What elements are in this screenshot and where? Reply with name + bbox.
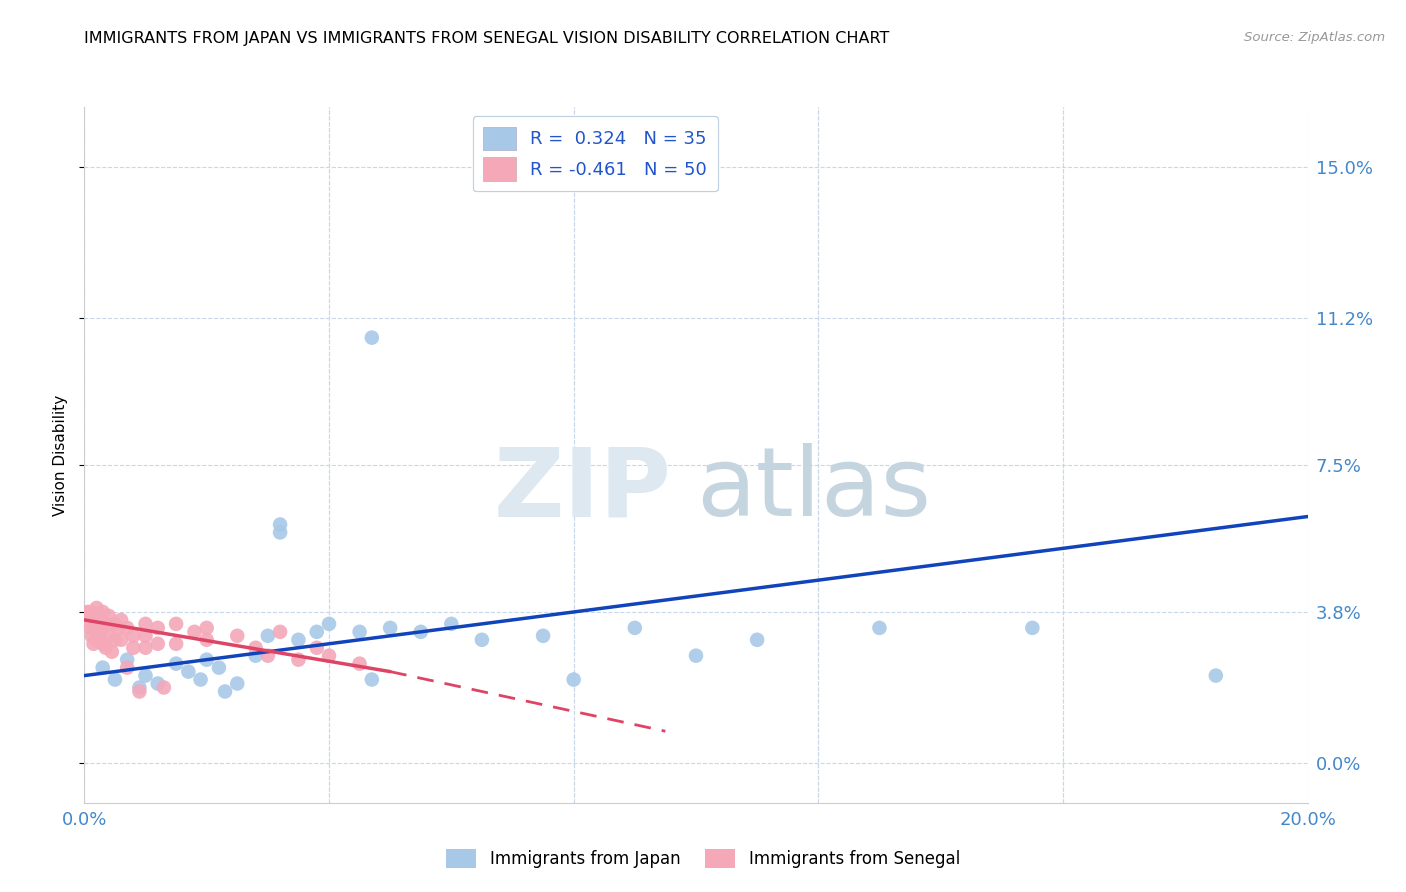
Legend: R =  0.324   N = 35, R = -0.461   N = 50: R = 0.324 N = 35, R = -0.461 N = 50 bbox=[472, 116, 718, 192]
Point bbox=[685, 648, 707, 663]
Point bbox=[195, 653, 218, 667]
Text: ZIP: ZIP bbox=[494, 443, 672, 536]
Point bbox=[110, 632, 132, 647]
Point bbox=[115, 621, 138, 635]
Point bbox=[349, 624, 371, 639]
Point bbox=[80, 629, 103, 643]
Point bbox=[1021, 621, 1043, 635]
Point bbox=[269, 525, 291, 540]
Point bbox=[94, 616, 117, 631]
Point bbox=[79, 605, 101, 619]
Point bbox=[562, 673, 585, 687]
Point bbox=[104, 616, 127, 631]
Point bbox=[97, 629, 120, 643]
Point bbox=[115, 653, 138, 667]
Point bbox=[94, 640, 117, 655]
Point bbox=[122, 629, 145, 643]
Point bbox=[226, 629, 249, 643]
Point bbox=[91, 660, 114, 674]
Text: atlas: atlas bbox=[696, 443, 931, 536]
Point bbox=[83, 609, 105, 624]
Point bbox=[349, 657, 371, 671]
Point bbox=[360, 673, 382, 687]
Point bbox=[1205, 668, 1227, 682]
Point bbox=[747, 632, 769, 647]
Point bbox=[135, 616, 157, 631]
Point bbox=[89, 613, 111, 627]
Point bbox=[257, 648, 280, 663]
Point bbox=[86, 601, 108, 615]
Point bbox=[146, 621, 169, 635]
Point bbox=[183, 624, 205, 639]
Point bbox=[214, 684, 236, 698]
Point bbox=[269, 517, 291, 532]
Point bbox=[83, 637, 105, 651]
Point bbox=[135, 668, 157, 682]
Point bbox=[146, 637, 169, 651]
Point bbox=[305, 640, 328, 655]
Point bbox=[226, 676, 249, 690]
Point bbox=[245, 640, 267, 655]
Point bbox=[245, 648, 267, 663]
Point bbox=[257, 629, 280, 643]
Point bbox=[110, 613, 132, 627]
Point bbox=[471, 632, 494, 647]
Point bbox=[360, 331, 382, 345]
Text: IMMIGRANTS FROM JAPAN VS IMMIGRANTS FROM SENEGAL VISION DISABILITY CORRELATION C: IMMIGRANTS FROM JAPAN VS IMMIGRANTS FROM… bbox=[84, 31, 890, 46]
Point bbox=[122, 640, 145, 655]
Point bbox=[195, 632, 218, 647]
Point bbox=[86, 632, 108, 647]
Point bbox=[624, 621, 647, 635]
Point bbox=[89, 629, 111, 643]
Point bbox=[318, 616, 340, 631]
Point bbox=[165, 616, 187, 631]
Point bbox=[91, 621, 114, 635]
Point bbox=[208, 660, 231, 674]
Point bbox=[91, 637, 114, 651]
Point bbox=[287, 653, 309, 667]
Point bbox=[115, 660, 138, 674]
Point bbox=[318, 648, 340, 663]
Point bbox=[135, 629, 157, 643]
Point bbox=[128, 684, 150, 698]
Point bbox=[83, 621, 105, 635]
Point bbox=[165, 657, 187, 671]
Point bbox=[76, 605, 98, 619]
Y-axis label: Vision Disability: Vision Disability bbox=[53, 394, 69, 516]
Point bbox=[195, 621, 218, 635]
Point bbox=[269, 624, 291, 639]
Point bbox=[107, 621, 129, 635]
Point bbox=[190, 673, 212, 687]
Point bbox=[153, 681, 176, 695]
Point bbox=[79, 621, 101, 635]
Point bbox=[440, 616, 463, 631]
Legend: Immigrants from Japan, Immigrants from Senegal: Immigrants from Japan, Immigrants from S… bbox=[440, 842, 966, 875]
Point bbox=[305, 624, 328, 639]
Point bbox=[177, 665, 200, 679]
Point bbox=[104, 673, 127, 687]
Point bbox=[287, 632, 309, 647]
Point bbox=[91, 605, 114, 619]
Point bbox=[869, 621, 891, 635]
Point bbox=[101, 645, 124, 659]
Point bbox=[104, 632, 127, 647]
Point bbox=[531, 629, 554, 643]
Point bbox=[135, 640, 157, 655]
Point bbox=[97, 609, 120, 624]
Point bbox=[409, 624, 432, 639]
Text: Source: ZipAtlas.com: Source: ZipAtlas.com bbox=[1244, 31, 1385, 45]
Point bbox=[380, 621, 402, 635]
Point bbox=[128, 681, 150, 695]
Point bbox=[146, 676, 169, 690]
Point bbox=[86, 616, 108, 631]
Point bbox=[165, 637, 187, 651]
Point bbox=[77, 613, 100, 627]
